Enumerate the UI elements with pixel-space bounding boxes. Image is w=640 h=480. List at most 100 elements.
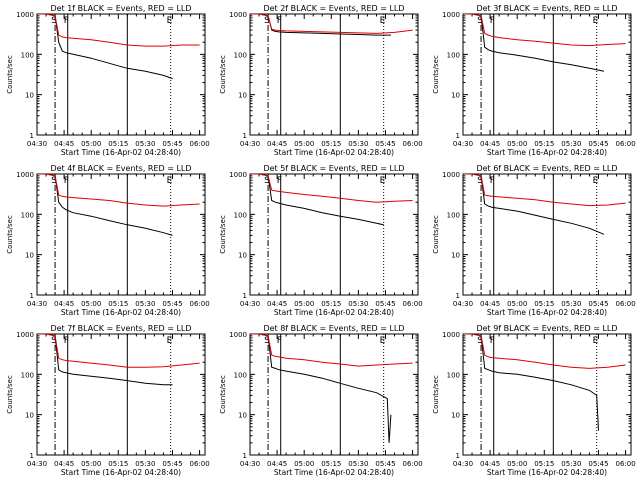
panel-8-series-events-line — [250, 334, 392, 443]
panel-4-x-tick-label: 05:30 — [135, 300, 155, 308]
panel-2-y-tick-label: 100 — [234, 51, 247, 59]
panel-2-marker-e: E — [380, 16, 386, 26]
panel-7-y-tick-label: 1 — [30, 452, 34, 460]
panel-3-marker-s: S — [477, 16, 483, 26]
panel-3-x-tick-label: 05:15 — [534, 140, 554, 148]
panel-9-marker-e: E — [593, 336, 599, 346]
panel-9-marker-f: F — [490, 336, 495, 346]
panel-6-x-tick-label: 05:15 — [534, 300, 554, 308]
panel-7-y-tick-label: 100 — [21, 371, 34, 379]
panel-5-y-tick-label: 100 — [234, 211, 247, 219]
panel-2-series-lld-line — [250, 14, 413, 34]
panel-5-series-lld-line — [250, 174, 413, 203]
panel-2-x-tick-label: 05:45 — [375, 140, 395, 148]
panel-1-x-tick-label: 05:00 — [81, 140, 101, 148]
panel-6-marker-e: E — [593, 176, 599, 186]
panel-1-x-tick-label: 04:30 — [27, 140, 47, 148]
panel-3-y-tick-label: 1000 — [442, 11, 460, 19]
panel-8-x-tick-label: 04:30 — [240, 460, 260, 468]
panel-9-marker-s: S — [477, 336, 483, 346]
panel-8-marker-e: E — [380, 336, 386, 346]
panel-1-x-axis-label: Start Time (16-Apr-02 04:28:40) — [61, 148, 181, 157]
panel-1-marker-f: F — [64, 16, 69, 26]
panel-5-plot-frame — [249, 173, 419, 296]
panel-7-x-axis-label: Start Time (16-Apr-02 04:28:40) — [61, 468, 181, 477]
panel-5-x-tick-label: 05:15 — [321, 300, 341, 308]
panel-4-x-tick-label: 06:00 — [189, 300, 209, 308]
panel-4-x-tick-label: 04:45 — [54, 300, 74, 308]
panel-5-y-tick-label: 1000 — [229, 171, 247, 179]
panel-3-x-tick-label: 04:45 — [480, 140, 500, 148]
panel-8-marker-s: S — [264, 336, 270, 346]
panel-2-x-tick-label: 05:15 — [321, 140, 341, 148]
panel-2-marker-s: S — [264, 16, 270, 26]
panel-6-marker-f: F — [490, 176, 495, 186]
panel-2-x-tick-label: 05:30 — [348, 140, 368, 148]
panel-4-title: Det 4f BLACK = Events, RED = LLD — [50, 164, 191, 173]
panel-3-x-tick-label: 05:45 — [588, 140, 608, 148]
panel-3-y-axis-label: Counts/sec — [432, 55, 440, 94]
panel-9-x-tick-label: 06:00 — [615, 460, 635, 468]
panel-2-x-tick-label: 04:30 — [240, 140, 260, 148]
panel-7-x-tick-label: 05:00 — [81, 460, 101, 468]
panel-1-series-lld-line — [37, 14, 200, 47]
panel-3-x-tick-label: 05:30 — [561, 140, 581, 148]
panel-7-x-tick-label: 05:45 — [162, 460, 182, 468]
panel-6-y-tick-label: 10 — [451, 252, 460, 260]
panel-2-marker-f: F — [277, 16, 282, 26]
panel-9-x-tick-label: 05:15 — [534, 460, 554, 468]
panel-6-y-tick-label: 1000 — [442, 171, 460, 179]
panel-8-y-axis-label: Counts/sec — [219, 375, 227, 414]
panel-4-x-tick-label: 05:45 — [162, 300, 182, 308]
panel-1-y-tick-label: 1 — [30, 132, 34, 140]
panel-5-x-tick-label: 04:45 — [267, 300, 287, 308]
panel-2-x-axis-label: Start Time (16-Apr-02 04:28:40) — [274, 148, 394, 157]
panel-9-x-tick-label: 05:00 — [507, 460, 527, 468]
panel-6-x-tick-label: 05:30 — [561, 300, 581, 308]
panel-8-x-tick-label: 06:00 — [402, 460, 422, 468]
panel-2-y-tick-label: 1 — [243, 132, 247, 140]
panel-8-x-tick-label: 05:00 — [294, 460, 314, 468]
panel-7-x-tick-label: 04:45 — [54, 460, 74, 468]
panel-7-x-tick-label: 05:30 — [135, 460, 155, 468]
panel-4-x-tick-label: 05:15 — [108, 300, 128, 308]
panel-4-x-axis-label: Start Time (16-Apr-02 04:28:40) — [61, 308, 181, 317]
panel-6-x-tick-label: 05:45 — [588, 300, 608, 308]
panel-4-x-tick-label: 04:30 — [27, 300, 47, 308]
panel-3-y-tick-label: 100 — [447, 51, 460, 59]
panel-8-x-tick-label: 04:45 — [267, 460, 287, 468]
panel-6-y-tick-label: 1 — [456, 292, 460, 300]
panel-8-series-lld-line — [250, 334, 413, 367]
panel-7-y-tick-label: 10 — [25, 412, 34, 420]
panel-9-plot-frame — [462, 333, 632, 456]
panel-9-x-tick-label: 04:45 — [480, 460, 500, 468]
panel-5-x-tick-label: 05:00 — [294, 300, 314, 308]
panel-7-x-tick-label: 05:15 — [108, 460, 128, 468]
panel-1-x-tick-label: 05:15 — [108, 140, 128, 148]
panel-1-y-tick-label: 1000 — [16, 11, 34, 19]
panel-7-marker-s: S — [51, 336, 57, 346]
panel-1-y-tick-label: 100 — [21, 51, 34, 59]
panel-9-y-tick-label: 100 — [447, 371, 460, 379]
panel-3-marker-e: E — [593, 16, 599, 26]
panel-3-x-tick-label: 04:30 — [453, 140, 473, 148]
panel-9-title: Det 9f BLACK = Events, RED = LLD — [476, 324, 617, 333]
panel-3-title: Det 3f BLACK = Events, RED = LLD — [476, 4, 617, 13]
panel-4-marker-e: E — [167, 176, 173, 186]
panel-4-y-axis-label: Counts/sec — [6, 215, 14, 254]
panel-9-y-tick-label: 1 — [456, 452, 460, 460]
panel-8-marker-f: F — [277, 336, 282, 346]
panel-8-plot-frame — [249, 333, 419, 456]
panel-8-x-axis-label: Start Time (16-Apr-02 04:28:40) — [274, 468, 394, 477]
panel-8-y-tick-label: 100 — [234, 371, 247, 379]
panel-4-y-tick-label: 1 — [30, 292, 34, 300]
panel-6-series-lld-line — [463, 174, 626, 207]
panel-9-x-axis-label: Start Time (16-Apr-02 04:28:40) — [487, 468, 607, 477]
panel-9-y-tick-label: 1000 — [442, 331, 460, 339]
panel-1-x-tick-label: 05:30 — [135, 140, 155, 148]
panel-7-series-events-line — [37, 334, 173, 386]
panel-4-y-tick-label: 1000 — [16, 171, 34, 179]
panel-8-x-tick-label: 05:15 — [321, 460, 341, 468]
panel-8-y-tick-label: 1 — [243, 452, 247, 460]
panel-5-x-tick-label: 05:45 — [375, 300, 395, 308]
